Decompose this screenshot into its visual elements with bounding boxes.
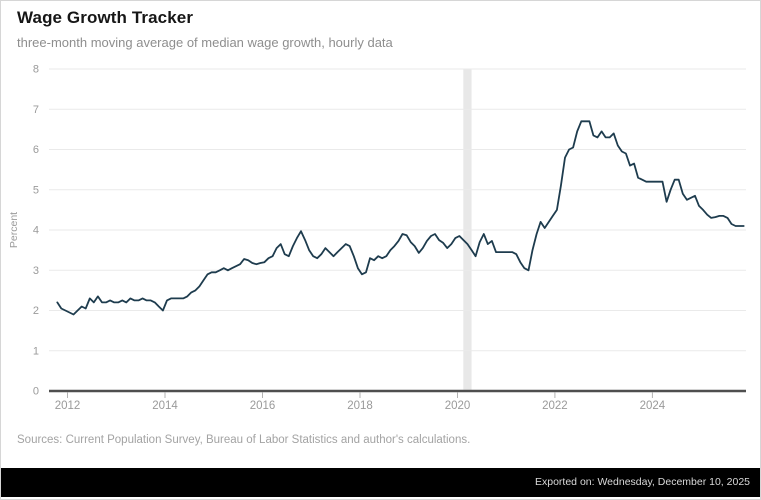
wage-growth-line-series bbox=[56, 120, 745, 316]
y-axis-tick-label: 3 bbox=[33, 265, 39, 277]
y-axis-tick-label: 0 bbox=[33, 386, 39, 398]
sources-note: Sources: Current Population Survey, Bure… bbox=[17, 434, 471, 446]
y-axis-tick-label: 6 bbox=[33, 144, 39, 156]
page-title: Wage Growth Tracker bbox=[17, 8, 194, 27]
x-axis-tick-label: 2014 bbox=[152, 400, 178, 412]
x-axis-tick-label: 2018 bbox=[347, 400, 373, 412]
y-axis-tick-label: 4 bbox=[33, 225, 39, 237]
export-status-bar: Exported on: Wednesday, December 10, 202… bbox=[1, 468, 760, 497]
x-axis-tick-label: 2024 bbox=[640, 400, 666, 412]
chart-subtitle: three-month moving average of median wag… bbox=[17, 35, 393, 50]
x-axis-tick-label: 2012 bbox=[55, 400, 81, 412]
x-axis-tick-label: 2020 bbox=[445, 400, 471, 412]
y-axis-tick-label: 5 bbox=[33, 184, 39, 196]
y-axis-title: Percent bbox=[8, 212, 20, 248]
x-axis-tick-label: 2022 bbox=[542, 400, 568, 412]
chart-header: Wage Growth Tracker three-month moving a… bbox=[17, 8, 744, 50]
export-timestamp: Exported on: Wednesday, December 10, 202… bbox=[535, 476, 750, 488]
y-axis-tick-label: 8 bbox=[33, 64, 39, 76]
y-axis-tick-label: 1 bbox=[33, 345, 39, 357]
x-axis-tick-label: 2016 bbox=[250, 400, 276, 412]
y-axis-tick-label: 2 bbox=[33, 305, 39, 317]
y-axis-tick-label: 7 bbox=[33, 104, 39, 116]
